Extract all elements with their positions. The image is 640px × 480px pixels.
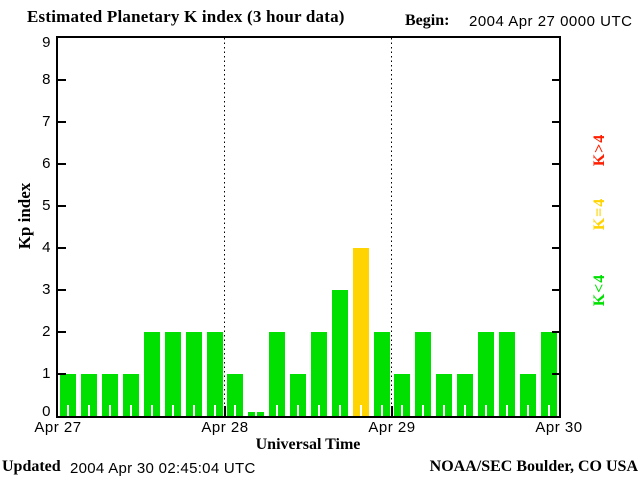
x-axis-title: Universal Time — [255, 436, 361, 453]
kp-bar — [165, 332, 181, 416]
kp-bar — [81, 374, 97, 416]
y-axis-tick — [552, 331, 559, 333]
x-axis-minor-tick — [464, 405, 466, 416]
x-axis-minor-tick — [381, 405, 383, 416]
kp-bar — [332, 290, 348, 416]
legend-k-eq-4: K=4 — [591, 197, 608, 231]
x-axis-minor-tick — [443, 405, 445, 416]
y-tick-label: 8 — [42, 71, 51, 88]
kp-bar — [457, 374, 473, 416]
x-axis-major-tick — [391, 406, 393, 416]
x-axis-minor-tick — [297, 405, 299, 416]
x-tick-label: Apr 30 — [535, 419, 583, 436]
begin-timestamp: 2004 Apr 27 0000 UTC — [469, 13, 633, 30]
kp-bar — [290, 374, 306, 416]
kp-bar — [436, 374, 452, 416]
legend-k-gt-4: K>4 — [591, 133, 608, 167]
x-axis-minor-tick — [130, 405, 132, 416]
x-axis-minor-tick — [67, 405, 69, 416]
kp-bar — [415, 332, 431, 416]
kp-bar — [520, 374, 536, 416]
kp-bar — [207, 332, 223, 416]
day-boundary-dotted-line — [224, 38, 225, 416]
y-axis-tick — [552, 79, 559, 81]
kp-bar — [144, 332, 160, 416]
kp-bar — [60, 374, 76, 416]
y-axis-tick — [552, 289, 559, 291]
y-axis-tick — [58, 121, 66, 123]
x-tick-label: Apr 29 — [368, 419, 416, 436]
x-axis-minor-tick — [193, 405, 195, 416]
kp-bar — [227, 374, 243, 416]
kp-bar — [394, 374, 410, 416]
x-axis-minor-tick — [151, 405, 153, 416]
credit-text: NOAA/SEC Boulder, CO USA — [429, 458, 638, 475]
y-axis-tick — [58, 289, 66, 291]
chart-title: Estimated Planetary K index (3 hour data… — [27, 7, 345, 26]
kp-bar — [123, 374, 139, 416]
kp-bar — [311, 332, 327, 416]
x-axis-minor-tick — [172, 405, 174, 416]
y-tick-label: 9 — [42, 34, 51, 51]
day-boundary-dotted-line — [391, 38, 392, 416]
y-axis-tick — [58, 205, 66, 207]
begin-label: Begin: — [405, 12, 450, 29]
y-axis-tick — [552, 121, 559, 123]
x-axis-minor-tick — [401, 405, 403, 416]
y-tick-label: 0 — [42, 403, 51, 420]
x-axis-minor-tick — [318, 405, 320, 416]
legend-k-lt-4: K<4 — [591, 273, 608, 307]
x-axis-minor-tick — [234, 405, 236, 416]
x-axis-minor-tick — [214, 405, 216, 416]
plot-inner — [58, 38, 559, 416]
y-axis-tick — [58, 373, 66, 375]
kp-bar — [499, 332, 515, 416]
x-tick-label: Apr 28 — [201, 419, 249, 436]
y-tick-label: 4 — [42, 239, 51, 256]
updated-timestamp: 2004 Apr 30 02:45:04 UTC — [70, 460, 256, 477]
x-axis-minor-tick — [548, 405, 550, 416]
kp-bar — [102, 374, 118, 416]
x-axis-minor-tick — [255, 405, 257, 416]
x-axis-minor-tick — [360, 405, 362, 416]
x-axis-major-tick — [224, 406, 226, 416]
kp-bar — [541, 332, 557, 416]
y-tick-label: 1 — [42, 365, 51, 382]
plot-area — [56, 36, 561, 418]
kp-bar — [186, 332, 202, 416]
y-axis-tick — [552, 247, 559, 249]
x-axis-minor-tick — [485, 405, 487, 416]
y-axis-tick — [552, 163, 559, 165]
x-axis-minor-tick — [88, 405, 90, 416]
kp-bar — [269, 332, 285, 416]
y-tick-label: 3 — [42, 281, 51, 298]
x-axis-minor-tick — [109, 405, 111, 416]
x-axis-minor-tick — [527, 405, 529, 416]
y-axis-tick — [58, 331, 66, 333]
y-tick-label: 7 — [42, 113, 51, 130]
x-tick-label: Apr 27 — [34, 419, 82, 436]
kp-bar — [353, 248, 369, 416]
x-axis-minor-tick — [276, 405, 278, 416]
y-axis-tick — [58, 247, 66, 249]
updated-label: Updated — [2, 458, 61, 475]
x-axis-minor-tick — [339, 405, 341, 416]
kp-bar — [478, 332, 494, 416]
y-axis-tick — [552, 373, 559, 375]
y-axis-tick — [552, 205, 559, 207]
y-tick-label: 5 — [42, 197, 51, 214]
y-tick-label: 2 — [42, 323, 51, 340]
kp-bar — [374, 332, 390, 416]
y-axis-tick — [58, 163, 66, 165]
x-axis-minor-tick — [422, 405, 424, 416]
x-axis-minor-tick — [506, 405, 508, 416]
y-axis-tick — [58, 79, 66, 81]
y-tick-label: 6 — [42, 155, 51, 172]
